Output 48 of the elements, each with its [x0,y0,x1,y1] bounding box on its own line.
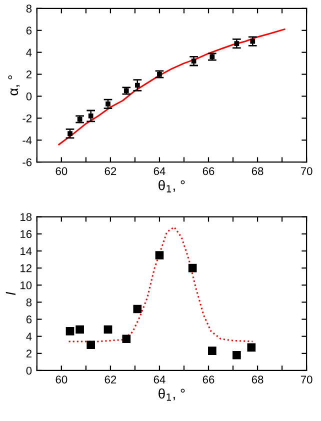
y-tick-label: 2 [26,70,32,78]
point [247,343,256,352]
y-tick-label: 12 [20,264,32,272]
y-tick-label: 4 [26,332,32,340]
y-tick-label: 4 [26,48,32,56]
y-tick-label: 6 [26,26,32,35]
y-tick-label: -4 [22,136,32,144]
point [188,264,197,272]
x-tick-label: 60 [56,376,68,384]
y-tick-label: 2 [26,350,32,358]
line-series [58,28,286,146]
x-tick-label: 68 [252,376,264,384]
x-tick-label: 64 [154,167,166,176]
point [104,325,112,334]
point [66,327,74,336]
y-tick-label: 0 [26,92,32,100]
point [88,114,94,118]
point [232,350,241,360]
x-tick-label: 64 [154,376,166,384]
x-tick-label: 66 [202,376,214,384]
x-tick-label: 68 [252,167,264,176]
x-tick-label: 62 [104,376,116,384]
point [208,346,216,356]
y-tick-label: 8 [26,298,32,306]
y-tick-label: 8 [26,4,32,13]
x-tick-label: 70 [300,167,312,176]
x-tick-label: 62 [104,167,116,176]
point [86,340,96,350]
x-tick-label: 60 [56,167,68,176]
point [134,82,140,88]
y-tick-label: 10 [20,281,32,290]
x-axis-title: θ$_{1}$, ° [158,388,185,401]
point [122,334,131,344]
x-tick-label: 66 [202,167,214,176]
y-tick-label: 6 [26,316,32,324]
y-axis-title: α, ° [8,75,20,96]
x-axis-title: θ$_{1}$, ° [158,180,185,192]
y-axis-title: I [6,292,16,296]
y-tick-label: -2 [22,114,32,122]
point [155,251,164,260]
y-tick-label: -6 [22,158,32,166]
y-tick-label: 0 [26,366,32,375]
y-tick-label: 18 [20,213,32,221]
x-tick-label: 70 [300,376,312,384]
y-tick-label: 16 [20,230,32,238]
point [133,304,142,314]
y-tick-label: 14 [20,247,32,255]
point [76,325,84,334]
